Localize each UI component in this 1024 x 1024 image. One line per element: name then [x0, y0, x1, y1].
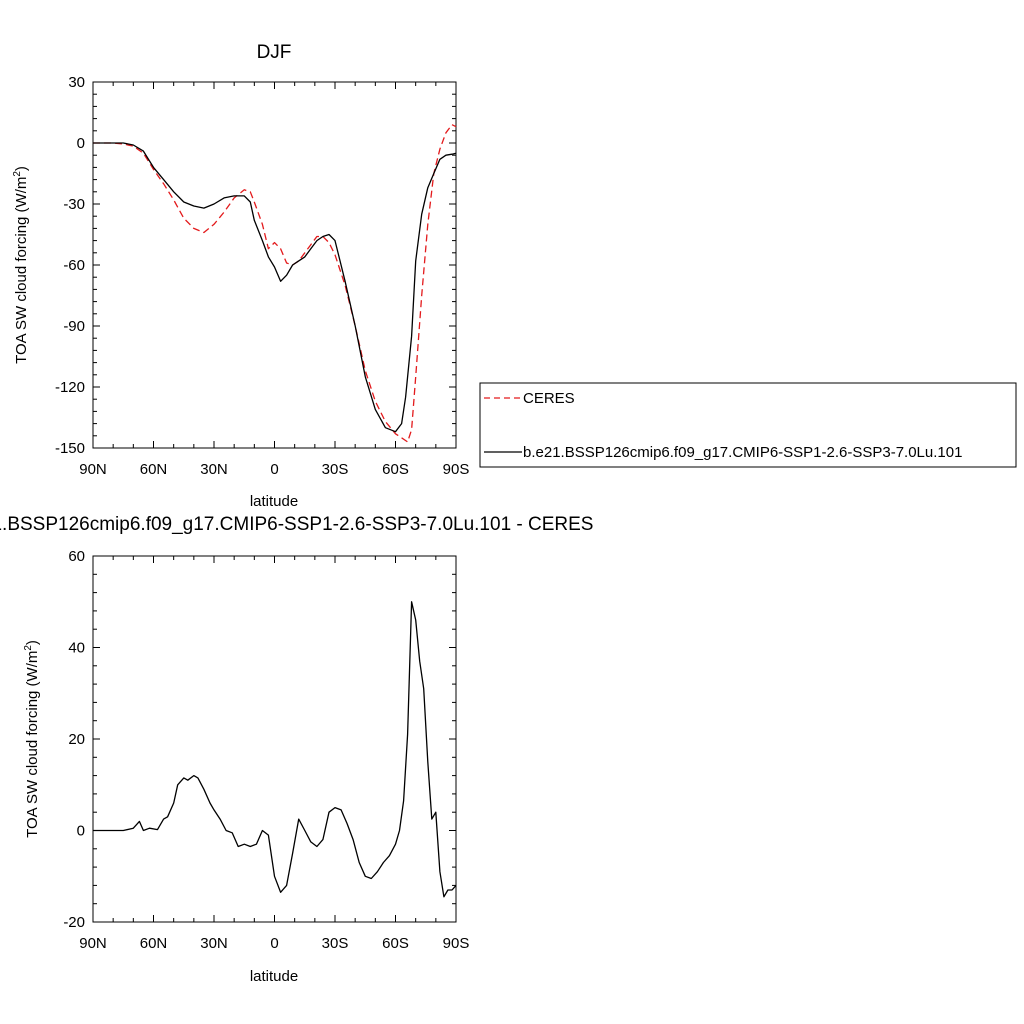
- top-y-axis-title: TOA SW cloud forcing (W/m2): [12, 166, 30, 364]
- bottom-x-tick-label: 90N: [79, 935, 107, 952]
- top-y-tick-label: -90: [63, 318, 85, 335]
- legend-label-model: b.e21.BSSP126cmip6.f09_g17.CMIP6-SSP1-2.…: [523, 444, 962, 461]
- legend-box: [479, 382, 1017, 468]
- bottom-y-tick-label: 60: [68, 548, 85, 565]
- top-y-tick-label: 30: [68, 74, 85, 91]
- top-x-tick-label: 60S: [382, 461, 409, 478]
- bottom-y-axis-title-close: ): [24, 640, 41, 645]
- top-y-axis-title-sup: 2: [12, 171, 23, 177]
- bottom-series-line-model: [93, 601, 457, 898]
- bottom-x-tick-label: 0: [270, 935, 278, 952]
- top-y-tick-label: -150: [55, 440, 85, 457]
- top-x-tick-label: 90N: [79, 461, 107, 478]
- top-panel-title: DJF: [257, 42, 292, 63]
- bottom-x-tick-label: 60S: [382, 935, 409, 952]
- bottom-x-tick-label: 30S: [322, 935, 349, 952]
- top-plot-frame: [92, 81, 457, 449]
- top-y-tick-label: -30: [63, 196, 85, 213]
- bottom-y-axis-title-sup: 2: [23, 645, 34, 651]
- bottom-x-tick-label: 90S: [443, 935, 470, 952]
- bottom-y-tick-label: 0: [77, 823, 85, 840]
- top-series-line-ceres: [93, 124, 457, 443]
- bottom-x-tick-label: 60N: [140, 935, 168, 952]
- bottom-y-tick-label: 20: [68, 731, 85, 748]
- top-x-tick-label: 90S: [443, 461, 470, 478]
- top-x-axis-title: latitude: [250, 493, 298, 510]
- bottom-panel: b.e21.BSSP126cmip6.f09_g17.CMIP6-SSP1-2.…: [0, 514, 593, 985]
- bottom-y-tick-label: 40: [68, 640, 85, 657]
- top-series-line-model: [93, 142, 457, 433]
- bottom-plot-frame: [92, 555, 457, 923]
- top-panel: DJF 90N 60N 30N 0 30S 60S 90S -150 -120 -90 -60 -30…: [12, 42, 469, 510]
- bottom-x-axis-title: latitude: [250, 968, 298, 985]
- top-y-tick-label: 0: [77, 135, 85, 152]
- bottom-y-axis-title-base: TOA SW cloud forcing (W/m: [24, 651, 41, 838]
- top-x-tick-label: 0: [270, 461, 278, 478]
- top-x-tick-label: 30N: [200, 461, 228, 478]
- bottom-x-tick-label: 30N: [200, 935, 228, 952]
- top-x-tick-label: 60N: [140, 461, 168, 478]
- top-y-axis-title-base: TOA SW cloud forcing (W/m: [13, 177, 30, 364]
- legend-label-ceres: CERES: [523, 390, 575, 407]
- top-y-tick-label: -60: [63, 257, 85, 274]
- top-y-axis-title-close: ): [13, 166, 30, 171]
- bottom-y-axis-title: TOA SW cloud forcing (W/m2): [23, 640, 41, 838]
- bottom-panel-title: b.e21.BSSP126cmip6.f09_g17.CMIP6-SSP1-2.…: [0, 514, 593, 535]
- top-x-tick-label: 30S: [322, 461, 349, 478]
- bottom-y-tick-label: -20: [63, 914, 85, 931]
- top-y-tick-label: -120: [55, 379, 85, 396]
- legend: CERES b.e21.BSSP126cmip6.f09_g17.CMIP6-S…: [479, 382, 1017, 468]
